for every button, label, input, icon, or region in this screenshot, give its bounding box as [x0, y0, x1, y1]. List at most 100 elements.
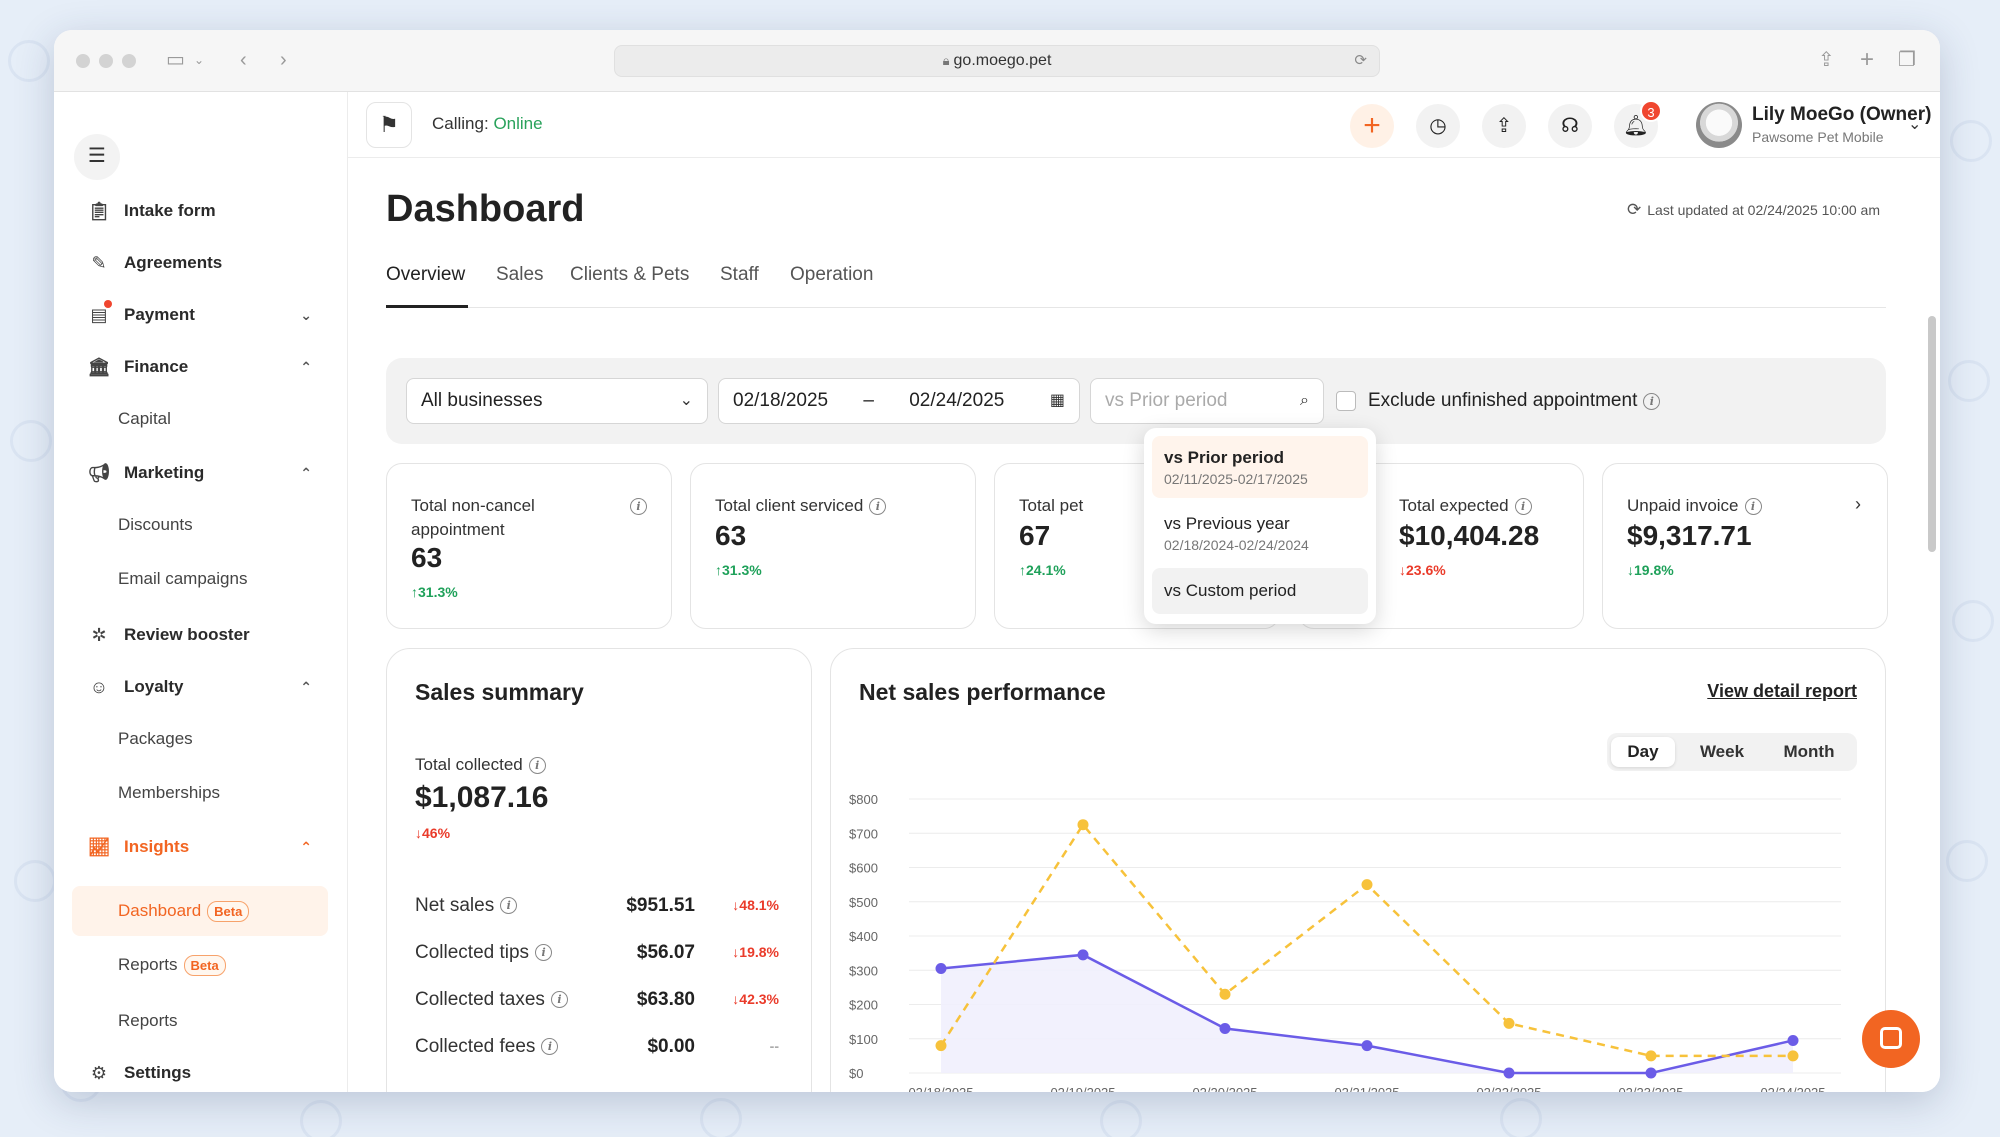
bell-icon[interactable]: 🔔︎ 3 — [1614, 100, 1662, 148]
data-point — [935, 1040, 947, 1052]
headset-icon[interactable]: ☊ — [1548, 104, 1592, 148]
segment-week[interactable]: Week — [1699, 742, 1745, 761]
sidebar-item-reports[interactable]: Reports — [118, 1011, 178, 1030]
data-point — [1503, 1017, 1515, 1029]
option-custom-period[interactable]: vs Custom period — [1152, 568, 1368, 614]
sidebar-item-intake-form[interactable]: 📋︎ Intake form — [87, 200, 216, 221]
sidebar-item-finance[interactable]: 🏛︎ Finance ⌃ — [87, 356, 312, 377]
data-point — [1645, 1050, 1657, 1062]
sidebar-item-marketing[interactable]: 📢︎ Marketing ⌃ — [87, 462, 312, 483]
compare-select[interactable]: vs Prior period ⌕ — [1090, 378, 1324, 424]
window-controls[interactable] — [76, 54, 136, 68]
chat-button[interactable] — [1862, 1010, 1920, 1068]
info-icon[interactable]: i — [869, 498, 887, 516]
card-total-client-serviced[interactable]: Total client serviced i 63 ↑31.3% — [690, 463, 976, 629]
chevron-up-icon: ⌃ — [300, 838, 312, 855]
chevron-up-icon: ⌃ — [300, 358, 312, 375]
new-tab-icon[interactable]: + — [1860, 46, 1875, 73]
delta-up: ↑31.3% — [715, 562, 762, 578]
segment-day[interactable]: Day — [1611, 737, 1675, 767]
data-point — [1787, 1050, 1799, 1062]
clock-icon[interactable]: ◷ — [1416, 104, 1460, 148]
tab-overview[interactable]: Overview — [386, 264, 468, 308]
tabs-overview-icon[interactable]: ❐ — [1898, 49, 1916, 71]
sidebar-item-reports-beta[interactable]: Reports Beta — [72, 940, 328, 990]
upload-icon[interactable]: ⇪ — [1482, 104, 1526, 148]
sidebar-item-memberships[interactable]: Memberships — [118, 783, 221, 802]
info-icon[interactable]: i — [1643, 392, 1661, 410]
sidebar-item-packages[interactable]: Packages — [118, 729, 193, 748]
info-icon[interactable]: i — [535, 944, 553, 962]
granularity-toggle: Day Week Month — [1607, 733, 1857, 771]
add-button[interactable]: + — [1350, 104, 1394, 148]
pen-icon: ✎ — [91, 252, 107, 273]
sidebar-item-loyalty[interactable]: ☺ Loyalty ⌃ — [72, 664, 328, 710]
tab-sales[interactable]: Sales — [496, 264, 544, 285]
tab-operation[interactable]: Operation — [790, 264, 874, 285]
back-icon[interactable]: ‹ — [240, 49, 247, 71]
user-name[interactable]: Lily MoeGo (Owner) — [1752, 104, 1932, 125]
sidebar-item-capital[interactable]: Capital — [118, 409, 171, 428]
chevron-down-icon[interactable]: ⌄ — [194, 53, 205, 67]
view-detail-report-link[interactable]: View detail report — [1707, 681, 1857, 701]
chevron-down-icon: ⌄ — [300, 306, 312, 323]
address-bar[interactable]: 🔒︎ go.moego.pet ⟳ — [614, 45, 1380, 77]
chevron-right-icon[interactable]: › — [1855, 494, 1861, 514]
card-total-non-cancel-appointment[interactable]: Total non-cancel appointment i 63 ↑31.3% — [386, 463, 672, 629]
notification-badge: 3 — [1640, 100, 1662, 122]
info-icon[interactable]: i — [1744, 498, 1762, 516]
avatar[interactable] — [1696, 102, 1742, 148]
menu-icon[interactable]: ☰ — [74, 134, 120, 180]
net-sales-panel: Net sales performance View detail report… — [830, 648, 1886, 1092]
info-icon[interactable]: i — [1514, 498, 1532, 516]
exclude-unfinished-checkbox[interactable]: Exclude unfinished appointment i — [1336, 390, 1661, 412]
data-point — [1361, 1040, 1373, 1052]
card-unpaid-invoice[interactable]: Unpaid invoice i › $9,317.71 ↓19.8% — [1602, 463, 1888, 629]
info-icon[interactable]: i — [528, 757, 546, 775]
option-prior-period[interactable]: vs Prior period 02/11/2025-02/17/2025 — [1152, 436, 1368, 498]
filter-bar: All businesses ⌄ 02/18/2025 – 02/24/2025… — [386, 358, 1886, 444]
refresh-icon[interactable]: ⟳ — [1627, 200, 1642, 219]
info-icon[interactable]: i — [500, 897, 518, 915]
chevron-down-icon[interactable]: ⌄ — [1908, 116, 1922, 133]
delta-down: ↓46% — [415, 825, 451, 841]
data-point — [1077, 949, 1089, 961]
y-tick-label: $300 — [849, 963, 878, 978]
sidebar-item-discounts[interactable]: Discounts — [118, 515, 193, 534]
reload-icon[interactable]: ⟳ — [1354, 52, 1367, 69]
share-icon[interactable]: ⇪ — [1818, 49, 1835, 71]
beta-badge: Beta — [207, 900, 250, 922]
x-tick-label: 02/22/2025 — [1476, 1085, 1541, 1092]
delta-up: ↓19.8% — [1627, 562, 1674, 578]
lock-icon: 🔒︎ — [942, 53, 950, 68]
date-range-picker[interactable]: 02/18/2025 – 02/24/2025 ▦ — [718, 378, 1080, 424]
segment-month[interactable]: Month — [1783, 742, 1835, 761]
info-icon[interactable]: i — [541, 1038, 559, 1056]
scrollbar[interactable] — [1928, 316, 1936, 552]
calling-logo-icon[interactable]: ⚑ — [366, 102, 412, 148]
sales-summary-panel: Sales summary Total collected i $1,087.16… — [386, 648, 812, 1092]
data-point — [1503, 1067, 1515, 1079]
forward-icon[interactable]: › — [280, 49, 287, 71]
sidebar-item-dashboard[interactable]: Dashboard Beta — [72, 886, 328, 936]
info-icon[interactable]: i — [630, 498, 647, 515]
tab-staff[interactable]: Staff — [720, 264, 759, 285]
sidebar-item-insights[interactable]: 📈︎ Insights ⌃ — [87, 836, 312, 857]
data-point — [1219, 1022, 1231, 1034]
business-select[interactable]: All businesses ⌄ — [406, 378, 708, 424]
checkbox[interactable] — [1336, 391, 1356, 411]
business-name: Pawsome Pet Mobile — [1752, 129, 1884, 145]
info-icon[interactable]: i — [550, 991, 568, 1009]
sidebar-item-payment[interactable]: ▤ Payment ⌄ — [72, 292, 328, 338]
sidebar-item-email-campaigns[interactable]: Email campaigns — [118, 569, 248, 588]
sidebar-item-agreements[interactable]: ✎ Agreements — [72, 240, 328, 286]
chart-line-icon: 📈︎ — [87, 836, 111, 857]
sidebar-item-review-booster[interactable]: ✲ Review booster — [72, 612, 328, 658]
y-tick-label: $100 — [849, 1032, 878, 1047]
tab-clients-pets[interactable]: Clients & Pets — [570, 264, 690, 285]
calling-status: Calling: Online — [432, 114, 543, 133]
data-point — [1219, 988, 1231, 1000]
sidebar-toggle-icon[interactable]: ▭ — [166, 49, 185, 71]
option-previous-year[interactable]: vs Previous year 02/18/2024-02/24/2024 — [1164, 514, 1309, 553]
sidebar-item-settings[interactable]: ⚙ Settings — [72, 1050, 328, 1092]
